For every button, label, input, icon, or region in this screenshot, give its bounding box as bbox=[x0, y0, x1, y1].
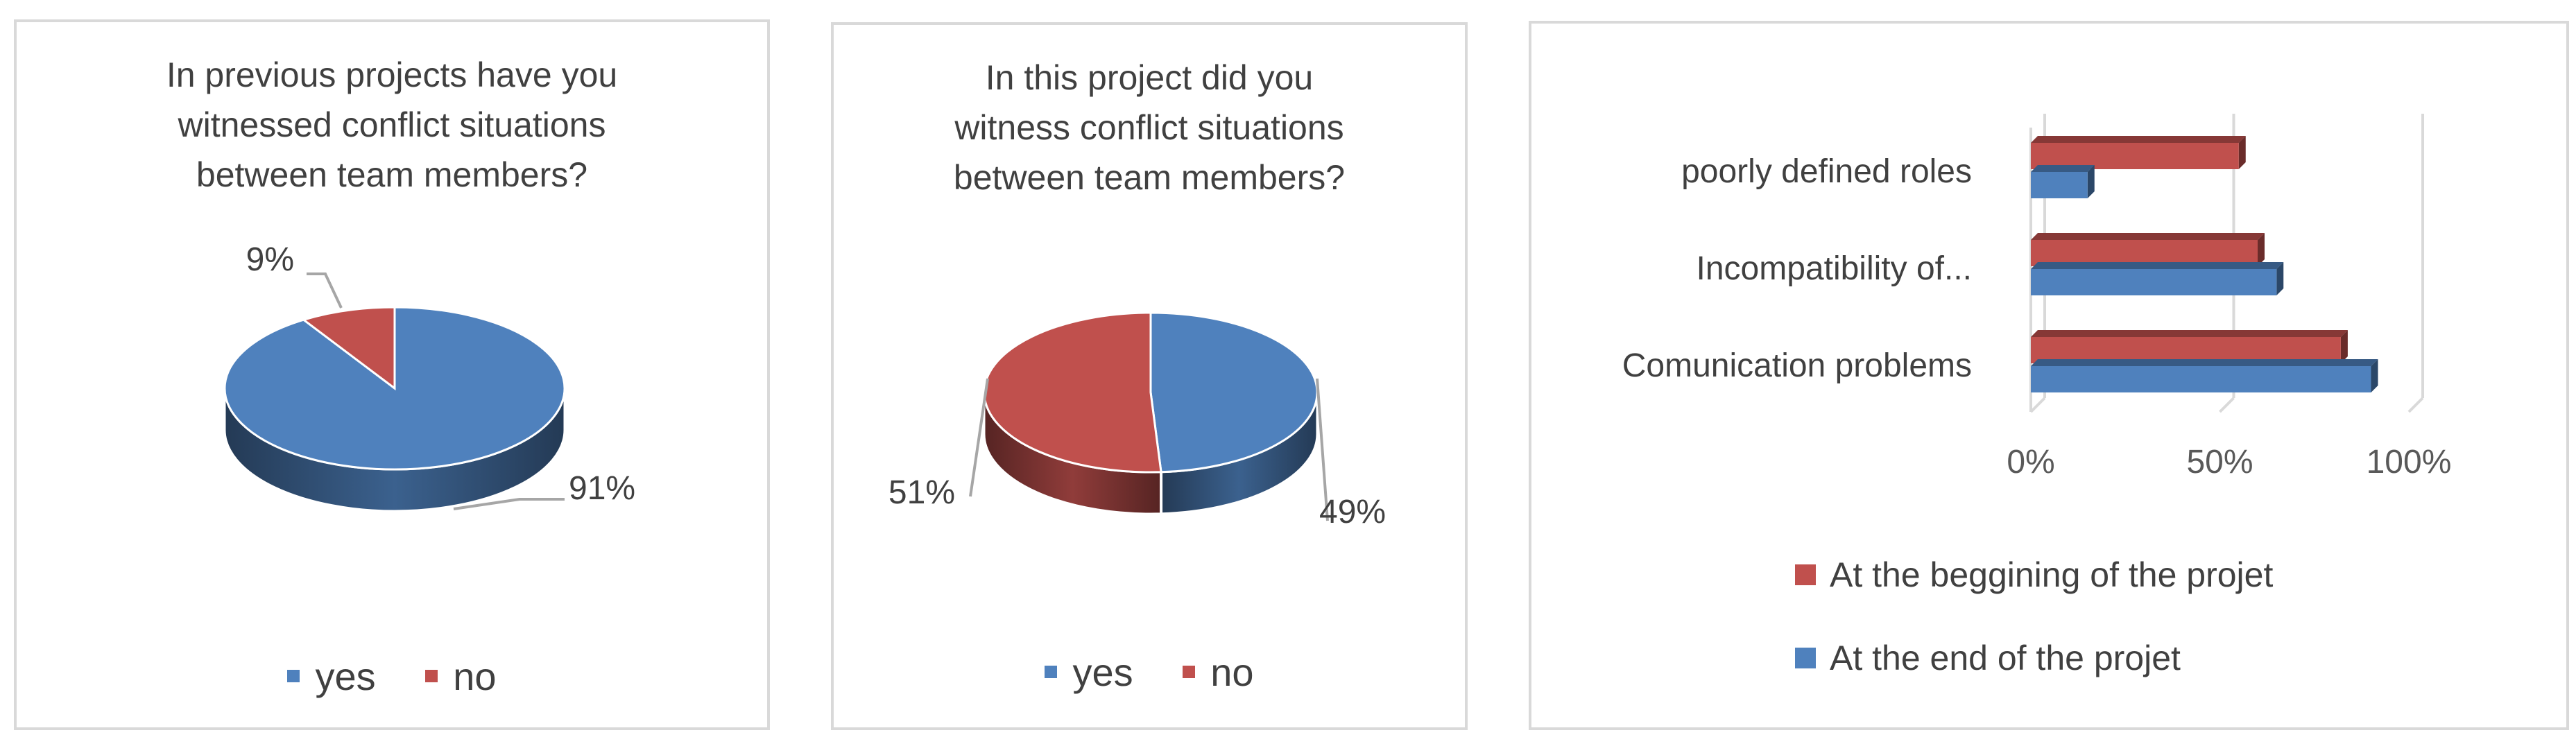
legend-swatch-end bbox=[1795, 648, 1816, 668]
legend-item-end: At the end of the projet bbox=[1795, 634, 2273, 682]
bar-top-face bbox=[2031, 359, 2378, 366]
legend-label: no bbox=[453, 654, 497, 698]
bar bbox=[2031, 337, 2341, 363]
bar bbox=[2031, 172, 2088, 198]
category-label: Comunication problems bbox=[1622, 347, 1972, 384]
bar bbox=[2031, 269, 2277, 295]
bar-top-face bbox=[2031, 262, 2284, 269]
pie-plot-area: 91% 9% bbox=[223, 241, 635, 512]
legend-item-beginning: At the beggining of the projet bbox=[1795, 551, 2273, 599]
bar-side-face bbox=[2238, 136, 2246, 169]
legend-label: At the beggining of the projet bbox=[1830, 555, 2274, 594]
legend-swatch-no bbox=[425, 670, 438, 682]
leader-line bbox=[969, 378, 989, 497]
title-line: between team members? bbox=[196, 155, 588, 194]
bar-side-face bbox=[2258, 233, 2265, 266]
x-tick-label: 50% bbox=[2186, 444, 2253, 481]
legend-swatch-beginning bbox=[1795, 564, 1816, 585]
leader-line bbox=[307, 272, 343, 309]
bar-side-face bbox=[2371, 359, 2378, 392]
bar-side-face bbox=[2340, 330, 2348, 363]
bar-top-face bbox=[2031, 330, 2348, 337]
leader-line bbox=[1316, 378, 1329, 521]
legend: yes no bbox=[17, 646, 767, 699]
bar-plot-area: 0% 50% 100% poorly defined roles Incompatibi… bbox=[1622, 114, 2452, 481]
title-line: In previous projects have you bbox=[166, 55, 618, 94]
leader-line bbox=[453, 498, 565, 510]
legend-item-no: no bbox=[425, 654, 497, 699]
category-label: Incompatibility of... bbox=[1697, 250, 1973, 287]
title-line: between team members? bbox=[953, 158, 1346, 197]
chart-title: In this project did you witness conflict… bbox=[834, 53, 1465, 202]
title-line: In this project did you bbox=[985, 58, 1314, 97]
legend-label: no bbox=[1210, 650, 1254, 694]
legend-swatch-yes bbox=[1045, 666, 1058, 678]
x-tick-label: 100% bbox=[2367, 444, 2452, 481]
pie-plot-area: 49% 51% bbox=[888, 311, 1386, 530]
floor-gridline bbox=[2219, 397, 2235, 413]
title-line: witness conflict situations bbox=[954, 108, 1344, 147]
legend-item-yes: yes bbox=[287, 654, 376, 699]
pie-chart-previous-projects: In previous projects have you witnessed … bbox=[14, 19, 770, 730]
pie-slice-no bbox=[301, 306, 396, 391]
legend-label: yes bbox=[1072, 650, 1133, 694]
legend-swatch-no bbox=[1183, 666, 1196, 678]
legend-label: At the end of the projet bbox=[1830, 639, 2181, 677]
data-label-yes: 91% bbox=[569, 470, 635, 507]
bar bbox=[2031, 240, 2258, 266]
legend-item-yes: yes bbox=[1045, 650, 1133, 695]
bar bbox=[2031, 366, 2371, 392]
data-label-yes: 49% bbox=[1319, 494, 1386, 530]
chart-title: In previous projects have you witnessed … bbox=[17, 50, 767, 200]
title-line: witnessed conflict situations bbox=[178, 105, 606, 144]
bar-top-face bbox=[2031, 233, 2265, 240]
data-label-no: 9% bbox=[246, 241, 294, 278]
bar-top-face bbox=[2031, 136, 2246, 143]
floor-gridline bbox=[2407, 397, 2424, 413]
category-label: poorly defined roles bbox=[1681, 153, 1972, 190]
bar-chart-conflict-causes: 0% 50% 100% poorly defined roles Incompatibi… bbox=[1529, 21, 2569, 730]
legend-item-no: no bbox=[1183, 650, 1254, 695]
bar bbox=[2031, 143, 2239, 169]
floor-gridline bbox=[2029, 397, 2046, 413]
pie-chart-this-project: In this project did you witness conflict… bbox=[831, 22, 1468, 730]
legend-swatch-yes bbox=[287, 670, 300, 682]
legend: yes no bbox=[834, 642, 1465, 695]
x-tick-label: 0% bbox=[2007, 444, 2054, 481]
data-label-no: 51% bbox=[888, 474, 955, 511]
bar-side-face bbox=[2087, 165, 2095, 198]
bar-top-face bbox=[2031, 165, 2095, 172]
bar-side-face bbox=[2276, 262, 2284, 295]
legend-label: yes bbox=[315, 654, 376, 698]
legend: At the beggining of the projet At the en… bbox=[1795, 551, 2273, 682]
